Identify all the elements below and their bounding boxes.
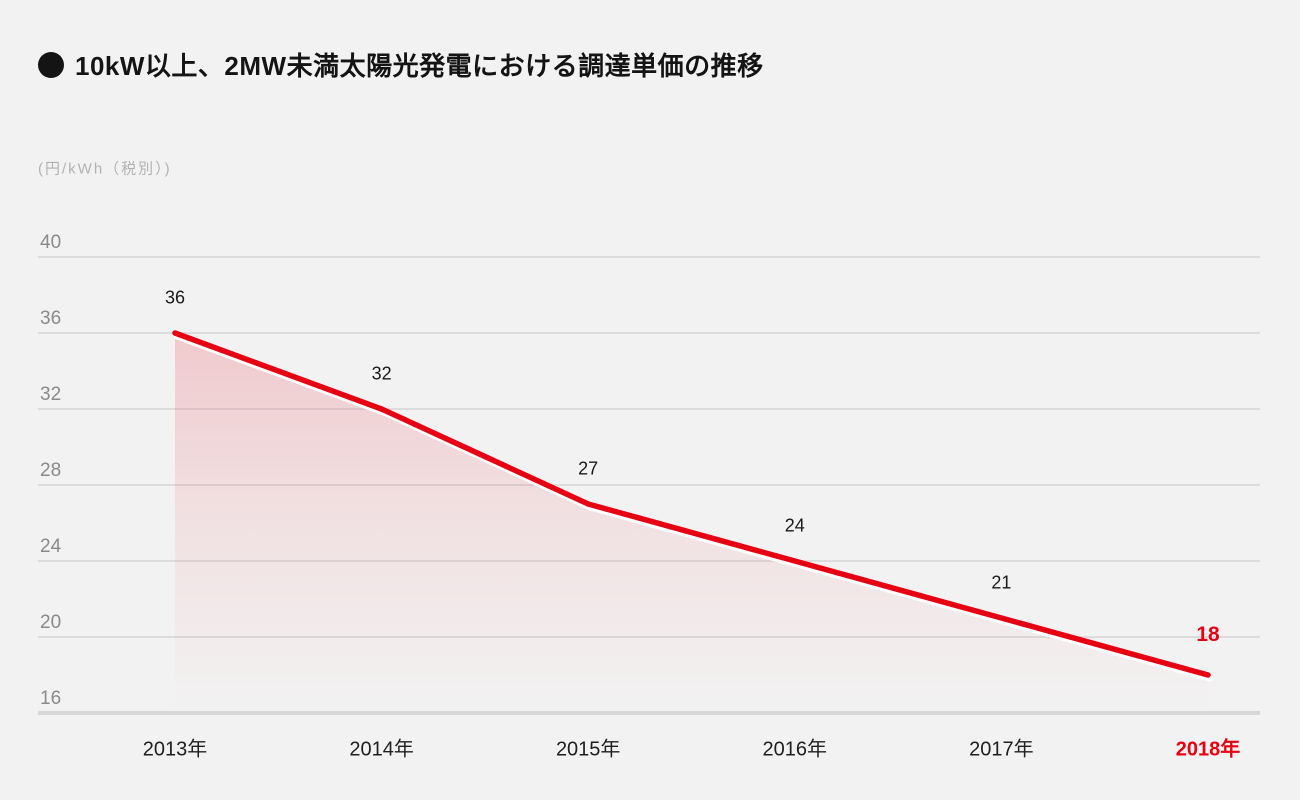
trend-line bbox=[172, 330, 1211, 678]
y-tick-label: 40 bbox=[40, 232, 62, 253]
x-axis-label: 2016年 bbox=[762, 738, 828, 761]
data-point-label: 21 bbox=[991, 572, 1012, 593]
y-tick-label: 32 bbox=[40, 384, 62, 405]
y-tick-label: 28 bbox=[40, 460, 62, 481]
x-axis-label: 2018年 bbox=[1175, 738, 1241, 761]
chart-title: 10kW以上、2MW未満太陽光発電における調達単価の推移 bbox=[75, 51, 764, 81]
y-axis-unit-label: (円/kWh（税別）) bbox=[38, 160, 172, 178]
y-tick-label: 24 bbox=[40, 536, 62, 557]
x-axis-label: 2014年 bbox=[349, 738, 414, 761]
x-axis-label: 2015年 bbox=[555, 738, 621, 761]
area-fill bbox=[175, 333, 1208, 713]
data-point-label: 32 bbox=[371, 363, 392, 384]
y-tick-label: 20 bbox=[40, 612, 62, 633]
bullet-icon bbox=[38, 51, 64, 78]
y-tick-label: 16 bbox=[40, 688, 62, 709]
data-point-label: 27 bbox=[578, 458, 599, 479]
y-tick-label: 36 bbox=[40, 308, 62, 329]
x-axis-label: 2017年 bbox=[969, 738, 1034, 761]
data-point-label: 36 bbox=[164, 287, 186, 308]
data-point-label: 24 bbox=[784, 515, 805, 536]
x-axis-label: 2013年 bbox=[142, 738, 208, 761]
data-point-label: 18 bbox=[1196, 623, 1220, 646]
trend-line-outline bbox=[174, 334, 1213, 682]
chart-header: 10kW以上、2MW未満太陽光発電における調達単価の推移 bbox=[38, 46, 764, 83]
